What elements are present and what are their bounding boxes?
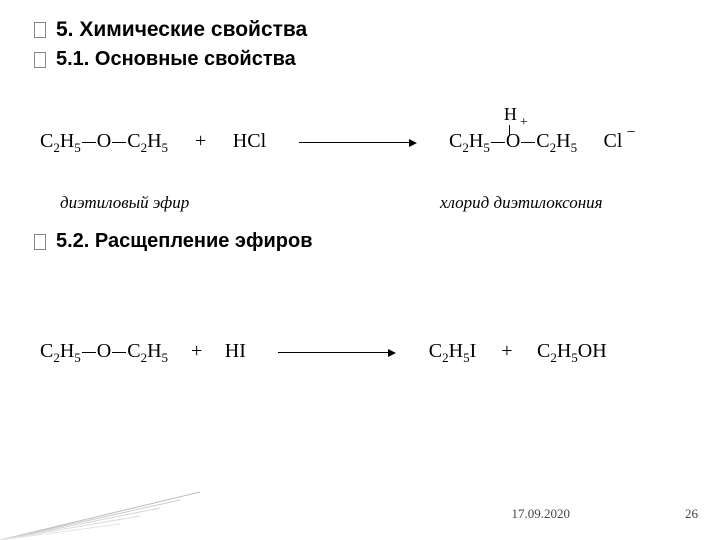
heading-sub1: 5.1. Основные свойства — [56, 48, 296, 71]
product-ethanol: C2H5OH — [537, 340, 607, 362]
label-ether: диэтиловый эфир — [60, 193, 189, 213]
reaction-arrow-2 — [278, 344, 400, 361]
plus-sign-3: + — [501, 340, 512, 362]
footer-date: 17.09.2020 — [512, 506, 571, 522]
product-chloride: Cl− — [604, 130, 636, 152]
reaction-arrow — [299, 134, 421, 151]
bullet-marker — [34, 234, 46, 250]
reactant-ether-2: C2H5OC2H5 — [40, 340, 173, 362]
heading-sub2: 5.2. Расщепление эфиров — [56, 230, 313, 253]
plus-sign-2: + — [191, 340, 202, 362]
product-oxonium: C2H5 O H + C2H5 — [449, 130, 577, 156]
heading-main: 5. Химические свойства — [56, 18, 307, 42]
footer-page: 26 — [685, 506, 698, 522]
corner-decoration — [0, 480, 200, 540]
bullet-marker — [34, 22, 46, 38]
product-ethyliodide: C2H5I — [429, 340, 481, 362]
label-oxonium: хлорид диэтилоксония — [440, 193, 603, 213]
reactant-hi: HI — [225, 340, 246, 362]
reactant-hcl: HCl — [233, 130, 266, 152]
bullet-marker — [34, 52, 46, 68]
reactant-ether: C2H5OC2H5 — [40, 130, 173, 152]
plus-sign: + — [195, 130, 206, 152]
